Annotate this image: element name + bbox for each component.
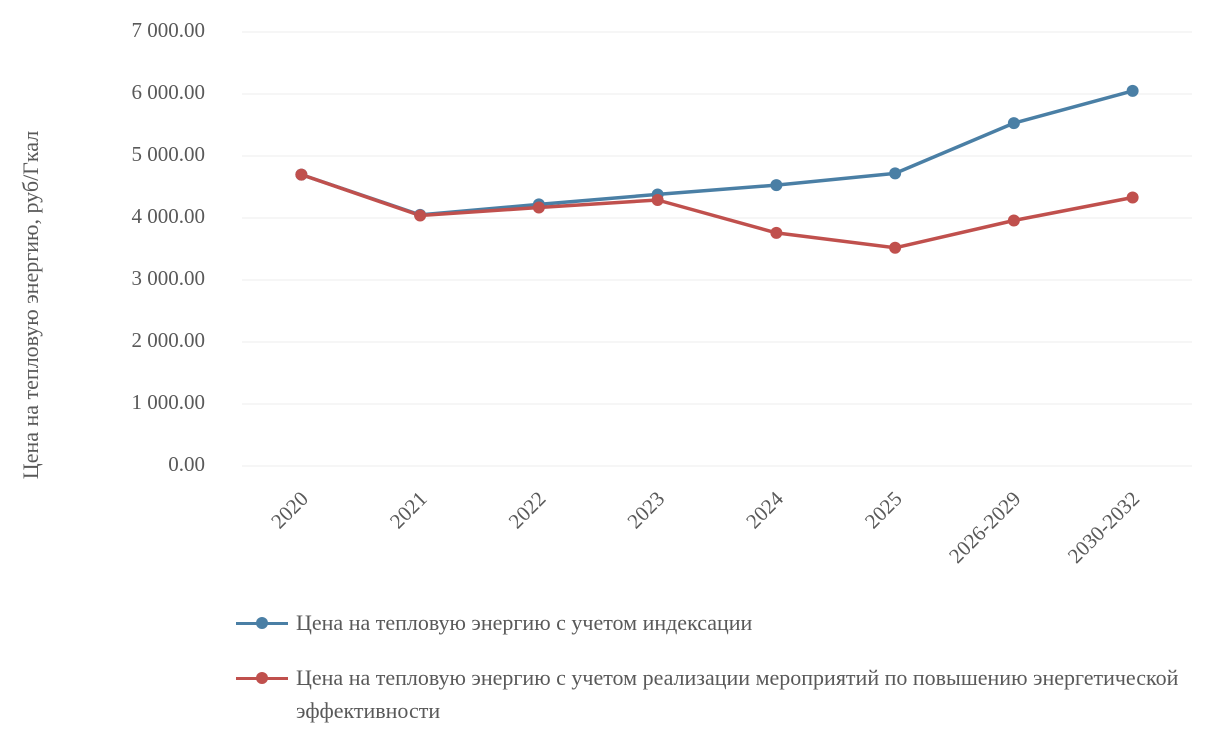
y-tick-label: 6 000.00 xyxy=(132,80,206,104)
data-point-series-2 xyxy=(889,241,902,254)
x-tick-label: 2021 xyxy=(385,487,432,534)
x-tick-label: 2025 xyxy=(860,487,907,534)
data-point-series-2 xyxy=(770,226,783,239)
data-point-series-1 xyxy=(770,179,783,192)
y-tick-label: 2 000.00 xyxy=(132,328,206,352)
x-tick-label: 2020 xyxy=(266,487,313,534)
series-line-2 xyxy=(300,172,1133,250)
series-lines xyxy=(300,89,1134,250)
y-tick-label: 1 000.00 xyxy=(132,390,206,414)
legend-item-series-1: Цена на тепловую энергию с учетом индекс… xyxy=(236,606,1196,639)
data-point-series-2 xyxy=(1007,214,1020,227)
legend-label-series-1: Цена на тепловую энергию с учетом индекс… xyxy=(296,610,753,635)
x-tick-label: 2026-2029 xyxy=(944,487,1025,568)
data-point-series-2 xyxy=(1126,191,1139,204)
x-tick-label: 2024 xyxy=(741,486,788,533)
data-point-series-1 xyxy=(1007,117,1020,130)
x-tick-label: 2023 xyxy=(622,487,669,534)
legend-swatch-series-2 xyxy=(236,672,288,684)
y-tick-label: 0.00 xyxy=(168,452,205,476)
y-tick-label: 7 000.00 xyxy=(132,18,206,42)
line-chart: 0.00 1 000.00 2 000.00 3 000.00 4 000.00 5 00… xyxy=(18,18,1192,568)
y-axis-ticks: 0.00 1 000.00 2 000.00 3 000.00 4 000.00 5 00… xyxy=(132,18,206,476)
series-points xyxy=(295,84,1139,254)
y-axis-label: Цена на тепловую энергию, руб/Гкал xyxy=(18,131,43,479)
data-point-series-2 xyxy=(532,201,545,214)
legend-label-series-2: Цена на тепловую энергию с учетом реализ… xyxy=(296,665,1179,723)
x-axis-ticks: 2020 2021 2022 2023 2024 2025 2026-2029 2030-20… xyxy=(266,486,1144,568)
data-point-series-1 xyxy=(1126,84,1139,97)
y-tick-label: 3 000.00 xyxy=(132,266,206,290)
data-point-series-2 xyxy=(414,209,427,222)
data-point-series-2 xyxy=(295,168,308,181)
legend: Цена на тепловую энергию с учетом индекс… xyxy=(236,606,1196,749)
x-tick-label: 2030-2032 xyxy=(1063,487,1144,568)
y-tick-label: 4 000.00 xyxy=(132,204,206,228)
y-tick-label: 5 000.00 xyxy=(132,142,206,166)
data-point-series-1 xyxy=(889,167,902,180)
data-point-series-2 xyxy=(651,194,664,207)
legend-item-series-2: Цена на тепловую энергию с учетом реализ… xyxy=(236,661,1196,727)
gridlines xyxy=(242,31,1192,467)
legend-swatch-series-1 xyxy=(236,617,288,629)
x-tick-label: 2022 xyxy=(504,487,551,534)
series-line-1 xyxy=(300,89,1134,217)
